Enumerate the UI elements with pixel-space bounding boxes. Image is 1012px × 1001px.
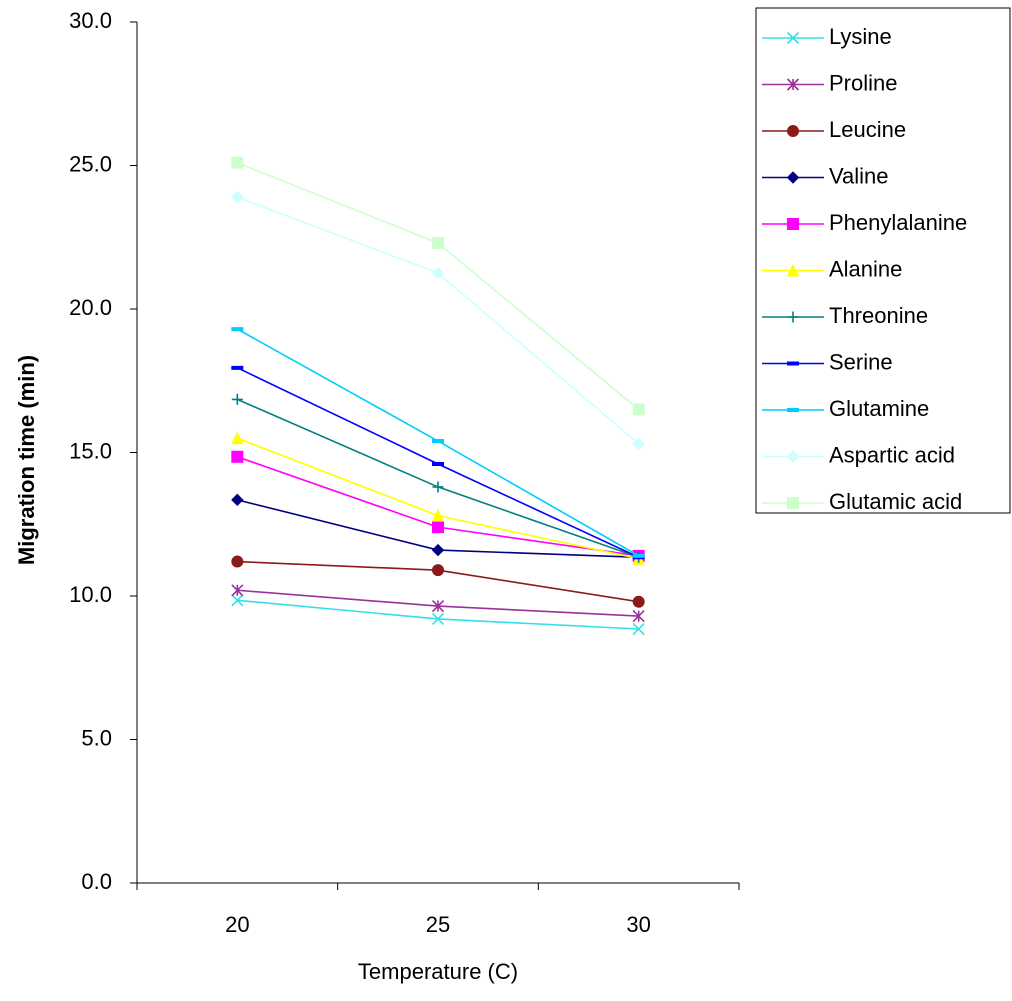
marker xyxy=(632,403,645,416)
legend-marker xyxy=(787,218,799,230)
legend-marker xyxy=(786,125,800,137)
legend-box xyxy=(755,7,1011,514)
marker xyxy=(231,365,244,370)
marker xyxy=(432,521,444,534)
marker xyxy=(231,493,244,507)
x-tick-label: 20 xyxy=(225,912,249,937)
marker xyxy=(432,461,444,466)
y-tick-label: 5.0 xyxy=(81,725,112,750)
y-tick-label: 20.0 xyxy=(69,295,112,320)
legend-marker xyxy=(786,31,800,45)
legend-label: Phenylalanine xyxy=(829,210,967,235)
legend-label: Proline xyxy=(829,70,897,95)
legend-marker xyxy=(787,361,799,366)
marker xyxy=(231,327,244,332)
marker xyxy=(432,439,444,444)
marker xyxy=(632,622,645,636)
y-tick-label: 0.0 xyxy=(81,869,112,894)
marker xyxy=(432,236,444,249)
marker xyxy=(231,431,244,445)
x-tick-label: 25 xyxy=(426,912,450,937)
marker xyxy=(431,543,445,557)
x-tick-label: 30 xyxy=(626,912,650,937)
y-tick-label: 10.0 xyxy=(69,582,112,607)
legend-label: Serine xyxy=(829,349,893,374)
marker xyxy=(431,564,445,577)
x-axis-title: Temperature (C) xyxy=(358,959,518,984)
marker xyxy=(231,393,243,405)
marker xyxy=(231,584,244,597)
legend-marker xyxy=(786,263,800,277)
marker xyxy=(632,553,645,558)
legend-marker xyxy=(787,311,799,323)
marker xyxy=(231,156,244,169)
legend-marker xyxy=(786,450,800,463)
legend-marker xyxy=(786,171,800,184)
marker xyxy=(432,481,444,493)
marker xyxy=(632,437,645,451)
marker xyxy=(231,555,244,568)
legend-marker xyxy=(787,497,799,509)
legend-label: Valine xyxy=(829,163,889,188)
legend-label: Leucine xyxy=(829,117,906,142)
legend-label: Lysine xyxy=(829,24,892,49)
legend-marker xyxy=(786,78,800,91)
y-tick-label: 15.0 xyxy=(69,438,112,463)
legend-marker xyxy=(787,408,799,412)
marker xyxy=(231,594,244,607)
legend-label: Glutamic acid xyxy=(829,489,962,514)
legend-label: Glutamine xyxy=(829,396,929,421)
y-tick-label: 25.0 xyxy=(69,151,112,176)
y-tick-label: 30.0 xyxy=(69,8,112,33)
marker xyxy=(431,599,445,613)
marker xyxy=(632,595,645,608)
marker xyxy=(431,266,445,280)
legend-label: Aspartic acid xyxy=(829,442,955,467)
marker xyxy=(632,610,645,623)
marker xyxy=(431,509,445,522)
marker xyxy=(431,612,445,626)
legend-label: Threonine xyxy=(829,303,928,328)
y-axis-title: Migration time (min) xyxy=(14,355,39,565)
marker xyxy=(231,190,244,204)
marker xyxy=(231,450,244,463)
legend-label: Alanine xyxy=(829,256,902,281)
